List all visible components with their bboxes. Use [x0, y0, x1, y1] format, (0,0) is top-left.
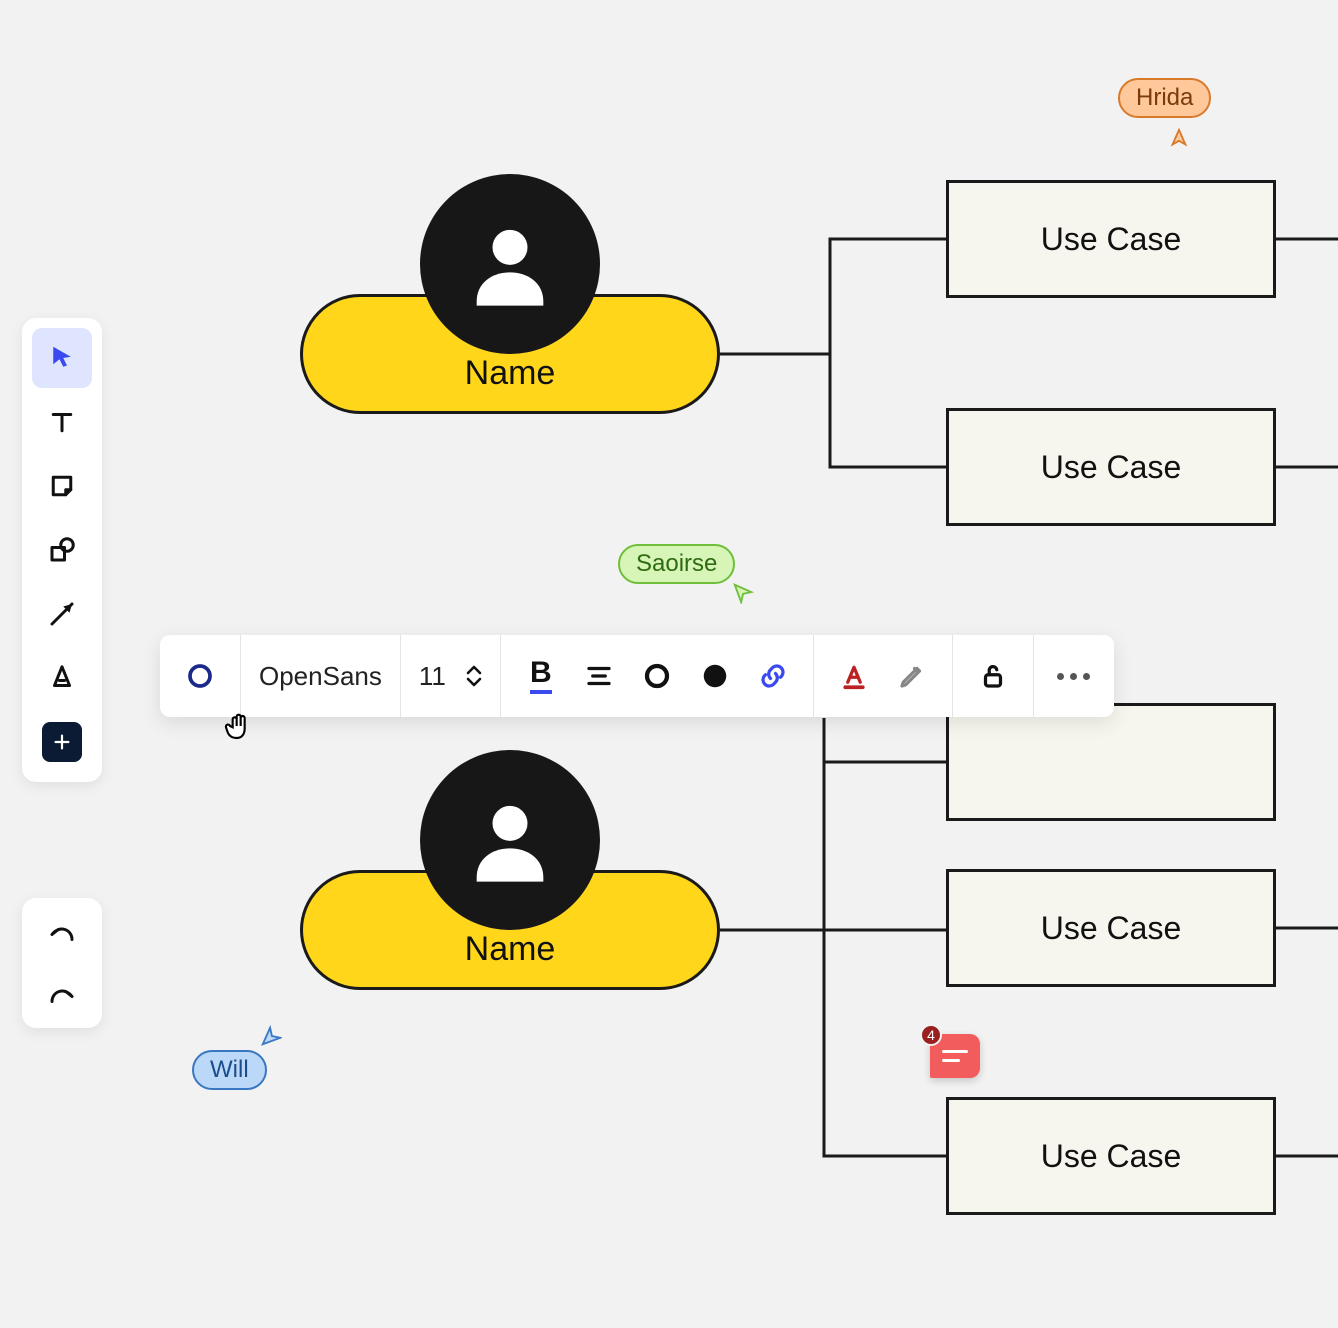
comment-count-badge: 4	[920, 1024, 942, 1046]
plus-icon	[51, 731, 73, 753]
collaborator-name: Will	[210, 1056, 249, 1083]
canvas[interactable]: Use Case Use Case Use Case Use Case Use …	[0, 0, 1338, 1328]
chevron-up-icon	[466, 665, 482, 675]
edit-button[interactable]	[890, 654, 934, 698]
use-case-label: Use Case	[1041, 1138, 1182, 1175]
use-case-label: Use Case	[1041, 221, 1182, 258]
note-icon	[47, 471, 77, 501]
use-case-node[interactable]: Use Case	[946, 703, 1276, 821]
collaborator-cursor-icon	[1168, 128, 1190, 155]
use-case-node[interactable]: Use Case	[946, 1097, 1276, 1215]
fill-color-button[interactable]	[693, 654, 737, 698]
stroke-color-button[interactable]	[635, 654, 679, 698]
cursor-icon	[47, 343, 77, 373]
arrow-icon	[47, 599, 77, 629]
font-size-input[interactable]: 11	[419, 661, 446, 692]
history-toolbar	[22, 898, 102, 1028]
more-icon	[1057, 673, 1090, 680]
lock-button[interactable]	[971, 654, 1015, 698]
context-toolbar: OpenSans 11 B	[160, 635, 1114, 717]
redo-icon	[47, 979, 77, 1009]
shapes-icon	[47, 535, 77, 565]
pencil-icon	[897, 661, 927, 691]
circle-filled-icon	[700, 661, 730, 691]
bold-icon: B	[530, 658, 552, 694]
sticky-note-tool-button[interactable]	[32, 456, 92, 516]
actor-label: Name	[465, 930, 556, 969]
actor-label: Name	[465, 354, 556, 393]
add-tool-button[interactable]	[42, 722, 82, 762]
align-center-icon	[584, 661, 614, 691]
shape-style-button[interactable]	[178, 654, 222, 698]
collaborator-cursor-icon	[260, 1025, 282, 1052]
text-color-icon	[839, 661, 869, 691]
collaborator-badge: Saoirse	[618, 544, 735, 584]
actor-avatar-icon	[420, 750, 600, 930]
text-tool-button[interactable]	[32, 392, 92, 452]
collaborator-cursor-icon	[732, 582, 754, 609]
font-family-select[interactable]: OpenSans	[259, 661, 382, 692]
pen-icon	[47, 663, 77, 693]
collaborator-name: Saoirse	[636, 550, 717, 577]
collaborator-name: Hrida	[1136, 84, 1193, 111]
font-size-stepper[interactable]	[466, 665, 482, 687]
pen-tool-button[interactable]	[32, 648, 92, 708]
more-button[interactable]	[1052, 654, 1096, 698]
collaborator-badge: Hrida	[1118, 78, 1211, 118]
text-color-button[interactable]	[832, 654, 876, 698]
ellipse-outline-icon	[185, 661, 215, 691]
use-case-node[interactable]: Use Case	[946, 408, 1276, 526]
arrow-tool-button[interactable]	[32, 584, 92, 644]
link-icon	[758, 661, 788, 691]
comment-indicator[interactable]: 4	[930, 1034, 980, 1078]
select-tool-button[interactable]	[32, 328, 92, 388]
bold-button[interactable]: B	[519, 654, 563, 698]
unlock-icon	[978, 661, 1008, 691]
collaborator-badge: Will	[192, 1050, 267, 1090]
use-case-label: Use Case	[1041, 910, 1182, 947]
use-case-node[interactable]: Use Case	[946, 869, 1276, 987]
align-button[interactable]	[577, 654, 621, 698]
chevron-down-icon	[466, 677, 482, 687]
use-case-label: Use Case	[1041, 449, 1182, 486]
use-case-node[interactable]: Use Case	[946, 180, 1276, 298]
left-toolbar	[22, 318, 102, 782]
actor-avatar-icon	[420, 174, 600, 354]
grab-cursor-icon	[222, 710, 254, 747]
text-icon	[47, 407, 77, 437]
undo-button[interactable]	[32, 910, 92, 954]
link-button[interactable]	[751, 654, 795, 698]
circle-outline-icon	[642, 661, 672, 691]
redo-button[interactable]	[32, 972, 92, 1016]
undo-icon	[47, 917, 77, 947]
shape-tool-button[interactable]	[32, 520, 92, 580]
